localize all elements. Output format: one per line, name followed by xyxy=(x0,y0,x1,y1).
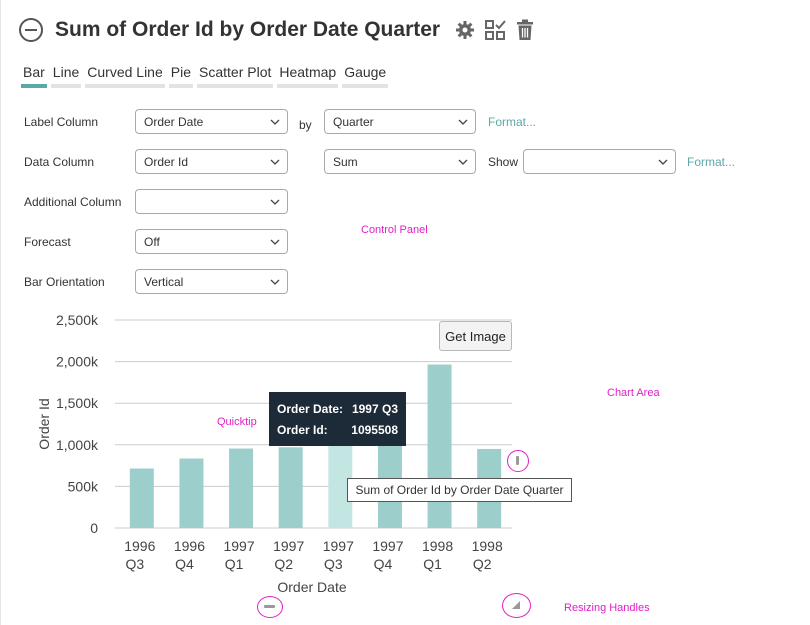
show-select[interactable] xyxy=(523,149,676,174)
data-format-link[interactable]: Format... xyxy=(687,155,736,169)
resize-handle-corner[interactable] xyxy=(502,593,531,618)
resize-handle-bottom[interactable] xyxy=(257,596,283,618)
x-tick-label: 1996 xyxy=(124,538,155,554)
x-tick-label: Q4 xyxy=(175,556,194,572)
chart-area-annotation: Chart Area xyxy=(607,387,660,399)
chevron-down-icon xyxy=(270,199,280,205)
resizing-handles-annotation: Resizing Handles xyxy=(564,602,650,614)
aggregate-select[interactable]: Sum xyxy=(324,149,476,174)
additional-column-select[interactable] xyxy=(135,189,288,214)
tab-heatmap[interactable]: Heatmap xyxy=(277,64,339,88)
quicktip-value: 1095508 xyxy=(351,422,398,437)
quicktip-key: Order Id: xyxy=(277,422,328,437)
control-panel-annotation: Control Panel xyxy=(361,224,428,236)
forecast-label: Forecast xyxy=(24,235,71,249)
header: Sum of Order Id by Order Date Quarter xyxy=(19,14,544,46)
x-tick-label: Q1 xyxy=(225,556,244,572)
data-column-select[interactable]: Order Id xyxy=(135,149,288,174)
x-tick-label: 1997 xyxy=(273,538,304,554)
tab-gauge[interactable]: Gauge xyxy=(342,64,389,88)
page-border xyxy=(0,0,1,625)
chart-type-tabs: Bar Line Curved Line Pie Scatter Plot He… xyxy=(21,64,392,88)
get-image-button[interactable]: Get Image xyxy=(439,321,512,351)
gear-icon[interactable] xyxy=(454,19,476,41)
x-axis-title: Order Date xyxy=(277,579,346,595)
chevron-down-icon xyxy=(458,159,468,165)
x-tick-label: 1997 xyxy=(372,538,403,554)
x-tick-label: Q2 xyxy=(473,556,492,572)
y-axis-title: Order Id xyxy=(36,398,52,449)
forecast-value: Off xyxy=(144,234,160,249)
x-tick-label: 1998 xyxy=(422,538,453,554)
x-tick-label: Q3 xyxy=(125,556,144,572)
label-column-select[interactable]: Order Date xyxy=(135,109,288,134)
x-tick-label: 1997 xyxy=(323,538,354,554)
bar-orientation-select[interactable]: Vertical xyxy=(135,269,288,294)
chevron-down-icon xyxy=(270,159,280,165)
x-tick-label: Q2 xyxy=(274,556,293,572)
tab-bar[interactable]: Bar xyxy=(21,64,47,88)
tab-scatter-plot[interactable]: Scatter Plot xyxy=(197,64,274,88)
y-tick-label: 1,500k xyxy=(56,395,99,411)
bar xyxy=(229,448,254,528)
label-column-label: Label Column xyxy=(24,115,99,129)
bar xyxy=(179,458,204,528)
aggregate-value: Sum xyxy=(333,154,358,169)
chevron-down-icon xyxy=(270,279,280,285)
bar xyxy=(427,364,452,528)
quicktip-value: 1997 Q3 xyxy=(351,401,398,416)
tab-pie[interactable]: Pie xyxy=(168,64,193,88)
x-tick-label: Q1 xyxy=(423,556,442,572)
x-tick-label: Q4 xyxy=(374,556,393,572)
y-tick-label: 0 xyxy=(90,520,98,536)
quicktip-annotation: Quicktip xyxy=(217,416,257,428)
quicktip: Order Date: 1997 Q3 Order Id: 1095508 xyxy=(269,392,406,446)
x-tick-label: 1996 xyxy=(174,538,205,554)
forecast-select[interactable]: Off xyxy=(135,229,288,254)
label-column-value: Order Date xyxy=(144,114,204,129)
resize-corner-icon xyxy=(512,601,520,609)
horizontal-grip-icon xyxy=(264,605,275,608)
bar xyxy=(129,468,154,528)
chevron-down-icon xyxy=(658,159,668,165)
checklist-icon[interactable] xyxy=(484,19,506,41)
bar-orientation-label: Bar Orientation xyxy=(24,275,105,289)
tab-curved-line[interactable]: Curved Line xyxy=(85,64,165,88)
show-label: Show xyxy=(488,155,519,169)
y-tick-label: 2,500k xyxy=(56,312,99,328)
minus-circle-icon[interactable] xyxy=(19,18,43,42)
bar xyxy=(278,447,303,528)
x-tick-label: 1998 xyxy=(472,538,503,554)
x-tick-label: Q3 xyxy=(324,556,343,572)
y-tick-label: 1,000k xyxy=(56,437,99,453)
date-group-value: Quarter xyxy=(333,114,374,129)
data-column-value: Order Id xyxy=(144,154,189,169)
bar-orientation-value: Vertical xyxy=(144,274,184,289)
chevron-down-icon xyxy=(270,119,280,125)
additional-column-label: Additional Column xyxy=(24,195,122,209)
by-text: by xyxy=(299,118,312,132)
y-tick-label: 2,000k xyxy=(56,354,99,370)
tab-line[interactable]: Line xyxy=(50,64,82,88)
label-format-link[interactable]: Format... xyxy=(488,115,537,129)
chevron-down-icon xyxy=(270,239,280,245)
resize-handle-right[interactable] xyxy=(507,450,529,472)
y-tick-label: 500k xyxy=(68,478,99,494)
data-column-label: Data Column xyxy=(24,155,95,169)
date-group-select[interactable]: Quarter xyxy=(324,109,476,134)
quicktip-key: Order Date: xyxy=(277,401,344,416)
trash-icon[interactable] xyxy=(514,19,536,41)
chevron-down-icon xyxy=(458,119,468,125)
x-tick-label: 1997 xyxy=(223,538,254,554)
chart-tooltip: Sum of Order Id by Order Date Quarter xyxy=(347,478,572,502)
vertical-grip-icon xyxy=(516,456,519,465)
bar-chart: 0 500k 1,000k 1,500k 2,000k 2,500k 1996 Q3 1996 Q… xyxy=(36,312,512,595)
page-title: Sum of Order Id by Order Date Quarter xyxy=(55,18,441,41)
